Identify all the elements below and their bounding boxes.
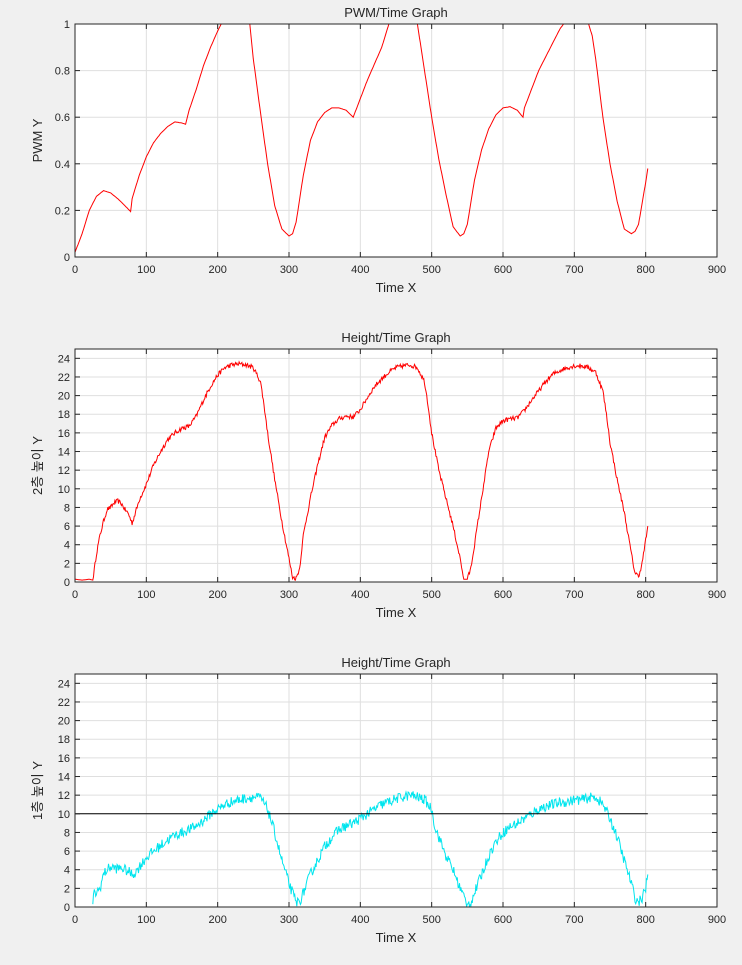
plot2-series-0: [74, 360, 649, 581]
plot3-ytick-label: 8: [64, 827, 70, 839]
plot2-ytick-label: 18: [58, 409, 70, 421]
plot2-xtick-label: 800: [636, 589, 654, 601]
plot3: 0 100 200 300 400 500 600 700 800 900024681012141…: [30, 655, 726, 945]
plot1-ytick-label: 0.2: [55, 205, 70, 217]
plot1-ylabel: PWM Y: [30, 118, 45, 162]
plot2-xtick-label: 700: [565, 589, 583, 601]
plot3-xtick-label: 400: [351, 914, 369, 926]
plot1: 0 100 200 300 400 500 600 700 800 900 0 0.2 0.4 0.6 0.…: [30, 5, 726, 295]
plot2-xtick-label: 600: [494, 589, 512, 601]
plot3-xtick-label: 200: [208, 914, 226, 926]
plot2-xtick-label: 0: [72, 589, 78, 601]
plot1-ytick-label: 0.8: [55, 66, 70, 78]
plot3-ytick-label: 12: [58, 790, 70, 802]
plot3-ytick-label: 10: [58, 809, 70, 821]
plot3-ytick-label: 18: [58, 734, 70, 746]
plot1-ytick-label: 0: [64, 252, 70, 264]
plot1-xtick-label: 300: [280, 264, 298, 276]
plot1-xtick-label: 100: [137, 264, 155, 276]
plot3-xtick-label: 300: [280, 914, 298, 926]
plot3-xtick-label: 0: [72, 914, 78, 926]
plot2-ytick-label: 10: [58, 484, 70, 496]
plot2-ytick-label: 6: [64, 521, 70, 533]
plot3-xtick-label: 500: [422, 914, 440, 926]
plot1-ytick-label: 0.4: [55, 159, 70, 171]
plot2-axes-area: [75, 349, 717, 582]
plot1-xtick-label: 600: [494, 264, 512, 276]
plot3-xtick-label: 700: [565, 914, 583, 926]
plot1-ytick-label: 1: [64, 19, 70, 31]
plot2-ylabel: 2층 높이 Y: [30, 436, 45, 495]
plot2-xlabel: Time X: [376, 605, 417, 620]
plot3-ytick-label: 22: [58, 697, 70, 709]
plot1-xtick-label: 200: [208, 264, 226, 276]
plot3-ytick-label: 2: [64, 883, 70, 895]
plot3-xtick-label: 600: [494, 914, 512, 926]
plot2-title: Height/Time Graph: [341, 330, 450, 345]
plot2-xtick-label: 900: [708, 589, 726, 601]
plot1-ytick-label: 0.6: [55, 112, 70, 124]
plot2-ytick-label: 24: [58, 353, 70, 365]
plot3-axes-area: [75, 674, 717, 907]
plot3-xlabel: Time X: [376, 930, 417, 945]
plot2-ytick-label: 14: [58, 447, 70, 459]
plot2-ytick-label: 16: [58, 428, 70, 440]
plot3-xtick-label: 800: [636, 914, 654, 926]
plot1-xtick-label: 900: [708, 264, 726, 276]
plot2-xtick-label: 300: [280, 589, 298, 601]
plot2-ytick-label: 22: [58, 372, 70, 384]
plot1-xtick-label: 700: [565, 264, 583, 276]
plot3-xtick-label: 100: [137, 914, 155, 926]
plot3-ytick-label: 24: [58, 678, 70, 690]
plot3-title: Height/Time Graph: [341, 655, 450, 670]
plot3-xtick-label: 900: [708, 914, 726, 926]
plot1-title: PWM/Time Graph: [344, 5, 448, 20]
plot1-series-0: [74, 23, 649, 253]
plot2-ytick-label: 20: [58, 391, 70, 403]
plot3-series-0: [92, 790, 649, 908]
plot1-xtick-label: 0: [72, 264, 78, 276]
plot2-ytick-label: 4: [64, 540, 70, 552]
plot2-xtick-label: 100: [137, 589, 155, 601]
plot2-ytick-label: 8: [64, 502, 70, 514]
plot3-ytick-label: 14: [58, 772, 70, 784]
plot1-xtick-label: 800: [636, 264, 654, 276]
plot2-ytick-label: 12: [58, 465, 70, 477]
plot3-ytick-label: 20: [58, 716, 70, 728]
plot3-ytick-label: 6: [64, 846, 70, 858]
plot3-ytick-label: 0: [64, 902, 70, 914]
plot3-ytick-label: 16: [58, 753, 70, 765]
plot3-ylabel: 1층 높이 Y: [30, 761, 45, 820]
plot1-axes-box: [74, 23, 718, 258]
plot2: 0 100 200 300 400 500 600 700 800 900024681012141…: [30, 330, 726, 620]
plot3-ytick-label: 4: [64, 865, 70, 877]
plot1-axes-area: [75, 24, 717, 257]
plot1-xtick-label: 500: [422, 264, 440, 276]
plot1-xlabel: Time X: [376, 280, 417, 295]
plot2-xtick-label: 400: [351, 589, 369, 601]
plot2-xtick-label: 200: [208, 589, 226, 601]
plot1-xtick-label: 400: [351, 264, 369, 276]
plot2-xtick-label: 500: [422, 589, 440, 601]
plot2-ytick-label: 2: [64, 558, 70, 570]
plot2-ytick-label: 0: [64, 577, 70, 589]
plot2-axes-box: [74, 348, 718, 583]
plot3-axes-box: [74, 673, 718, 908]
